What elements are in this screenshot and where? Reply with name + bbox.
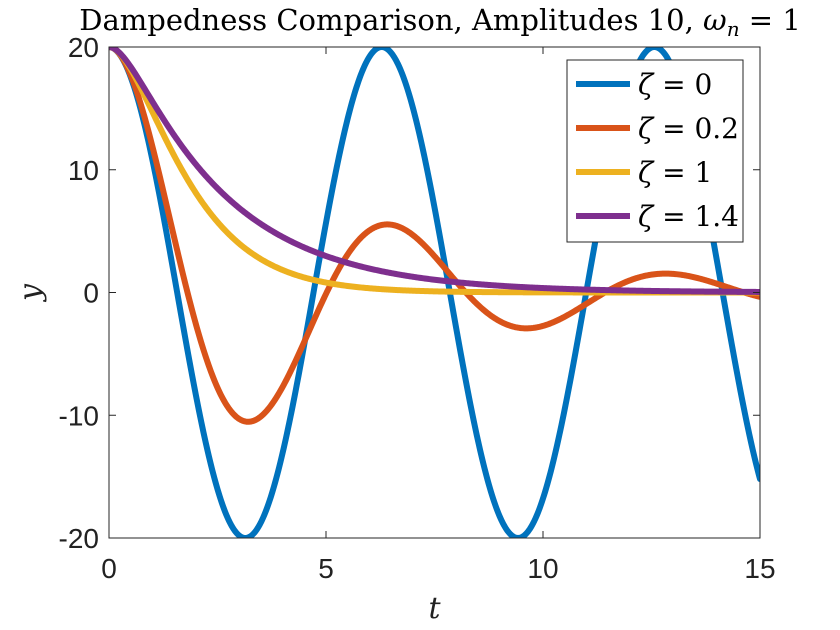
series-line-3 — [109, 47, 760, 295]
x-tick-label: 15 — [744, 553, 775, 584]
legend-label-2: ζ = 1 — [638, 156, 712, 189]
series-line-0 — [109, 47, 760, 538]
x-tick-label: 0 — [101, 553, 117, 584]
y-tick-label: 10 — [68, 155, 99, 186]
y-tick-label: 0 — [83, 278, 99, 309]
y-tick-label: -20 — [59, 523, 99, 554]
y-tick-label: 20 — [68, 32, 99, 63]
y-axis-label: y — [13, 283, 48, 303]
legend-label-3: ζ = 1.4 — [638, 200, 739, 233]
y-tick-label: -10 — [59, 400, 99, 431]
legend: ζ = 0 ζ = 0.2 ζ = 1 ζ = 1.4 — [566, 59, 744, 243]
legend-label-1: ζ = 0.2 — [638, 112, 739, 145]
chart-title: Dampedness Comparison, Amplitudes 10, ωn… — [79, 3, 801, 41]
series-line-1 — [109, 47, 760, 425]
legend-label-0: ζ = 0 — [638, 68, 712, 101]
legend-box — [566, 59, 744, 243]
x-tick-label: 5 — [318, 553, 334, 584]
x-tick-label: 10 — [527, 553, 558, 584]
x-axis-label: t — [428, 591, 441, 626]
